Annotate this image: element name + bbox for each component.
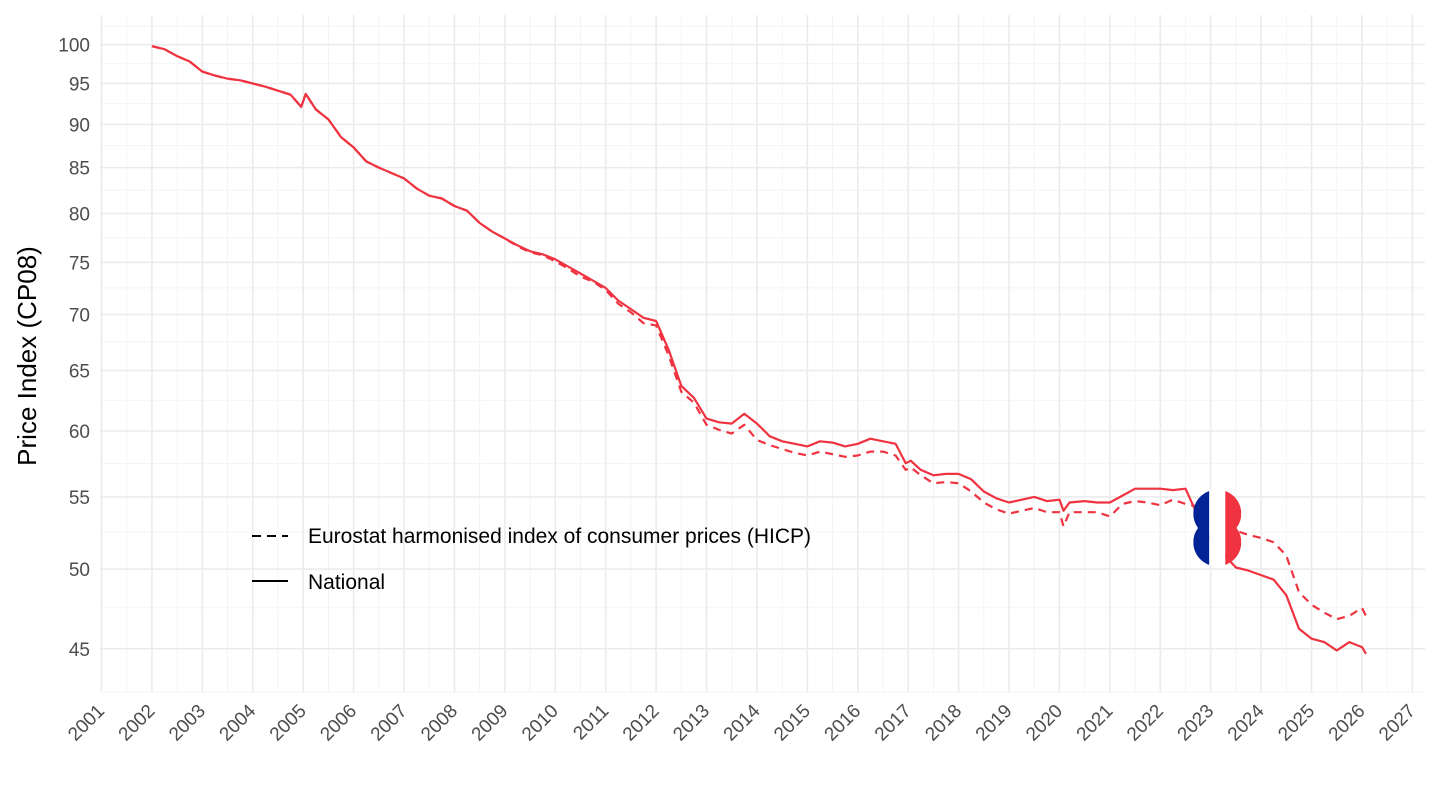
x-tick-label: 2020 bbox=[1022, 701, 1067, 746]
x-tick-label: 2017 bbox=[871, 701, 916, 746]
y-tick-label: 80 bbox=[69, 204, 90, 225]
y-tick-label: 70 bbox=[69, 306, 90, 327]
x-tick-label: 2015 bbox=[770, 701, 815, 746]
x-tick-label: 2001 bbox=[64, 701, 109, 746]
x-tick-label: 2023 bbox=[1174, 701, 1219, 746]
x-axis-tick-labels: 2001 2002 2003 2004 2005 2006 2007 2008 2009 2010… bbox=[64, 700, 1420, 745]
legend: Eurostat harmonised index of consumer pr… bbox=[252, 525, 811, 594]
y-tick-label: 90 bbox=[69, 115, 90, 136]
x-tick-label: 2025 bbox=[1274, 701, 1319, 746]
x-tick-label: 2013 bbox=[669, 701, 714, 746]
y-tick-label: 100 bbox=[58, 36, 90, 57]
x-tick-label: 2014 bbox=[720, 700, 765, 745]
y-tick-label: 50 bbox=[69, 560, 90, 581]
y-tick-label: 75 bbox=[69, 253, 90, 274]
x-tick-label: 2003 bbox=[165, 701, 210, 746]
x-tick-label: 2026 bbox=[1325, 701, 1370, 746]
flag-stripe-red bbox=[1225, 489, 1242, 567]
series-layer bbox=[151, 45, 1367, 655]
national-series-line bbox=[151, 45, 1367, 655]
x-tick-label: 2019 bbox=[972, 701, 1017, 746]
y-axis-tick-labels: 45 50 55 60 65 70 75 80 85 90 95 100 bbox=[58, 36, 90, 661]
y-tick-label: 55 bbox=[69, 488, 90, 509]
x-tick-label: 2012 bbox=[619, 701, 664, 746]
y-tick-label: 65 bbox=[69, 362, 90, 383]
x-tick-label: 2018 bbox=[921, 701, 966, 746]
x-tick-label: 2005 bbox=[266, 701, 311, 746]
y-tick-label: 45 bbox=[69, 640, 90, 661]
x-tick-label: 2027 bbox=[1375, 701, 1420, 746]
x-tick-label: 2022 bbox=[1123, 701, 1168, 746]
y-axis-label: Price Index (CP08) bbox=[12, 246, 42, 466]
y-tick-label: 95 bbox=[69, 74, 90, 95]
x-tick-label: 2021 bbox=[1073, 701, 1118, 746]
y-tick-label: 85 bbox=[69, 159, 90, 180]
x-tick-label: 2004 bbox=[216, 700, 261, 745]
legend-label-hicp: Eurostat harmonised index of consumer pr… bbox=[308, 525, 811, 548]
x-tick-label: 2006 bbox=[316, 701, 361, 746]
x-tick-label: 2002 bbox=[115, 701, 160, 746]
flag-stripe-blue bbox=[1193, 489, 1210, 567]
legend-label-national: National bbox=[308, 571, 385, 594]
x-tick-label: 2011 bbox=[569, 701, 613, 745]
x-tick-label: 2010 bbox=[518, 701, 563, 746]
x-tick-label: 2016 bbox=[821, 701, 866, 746]
major-gridlines bbox=[100, 15, 1425, 692]
x-tick-label: 2008 bbox=[417, 701, 462, 746]
x-tick-label: 2007 bbox=[367, 701, 412, 746]
flag-stripe-white bbox=[1209, 489, 1226, 567]
x-tick-label: 2009 bbox=[468, 701, 513, 746]
y-tick-label: 60 bbox=[69, 422, 90, 443]
x-tick-label: 2024 bbox=[1224, 700, 1269, 745]
minor-gridlines bbox=[100, 15, 1425, 693]
france-flag-icon bbox=[1193, 489, 1242, 567]
